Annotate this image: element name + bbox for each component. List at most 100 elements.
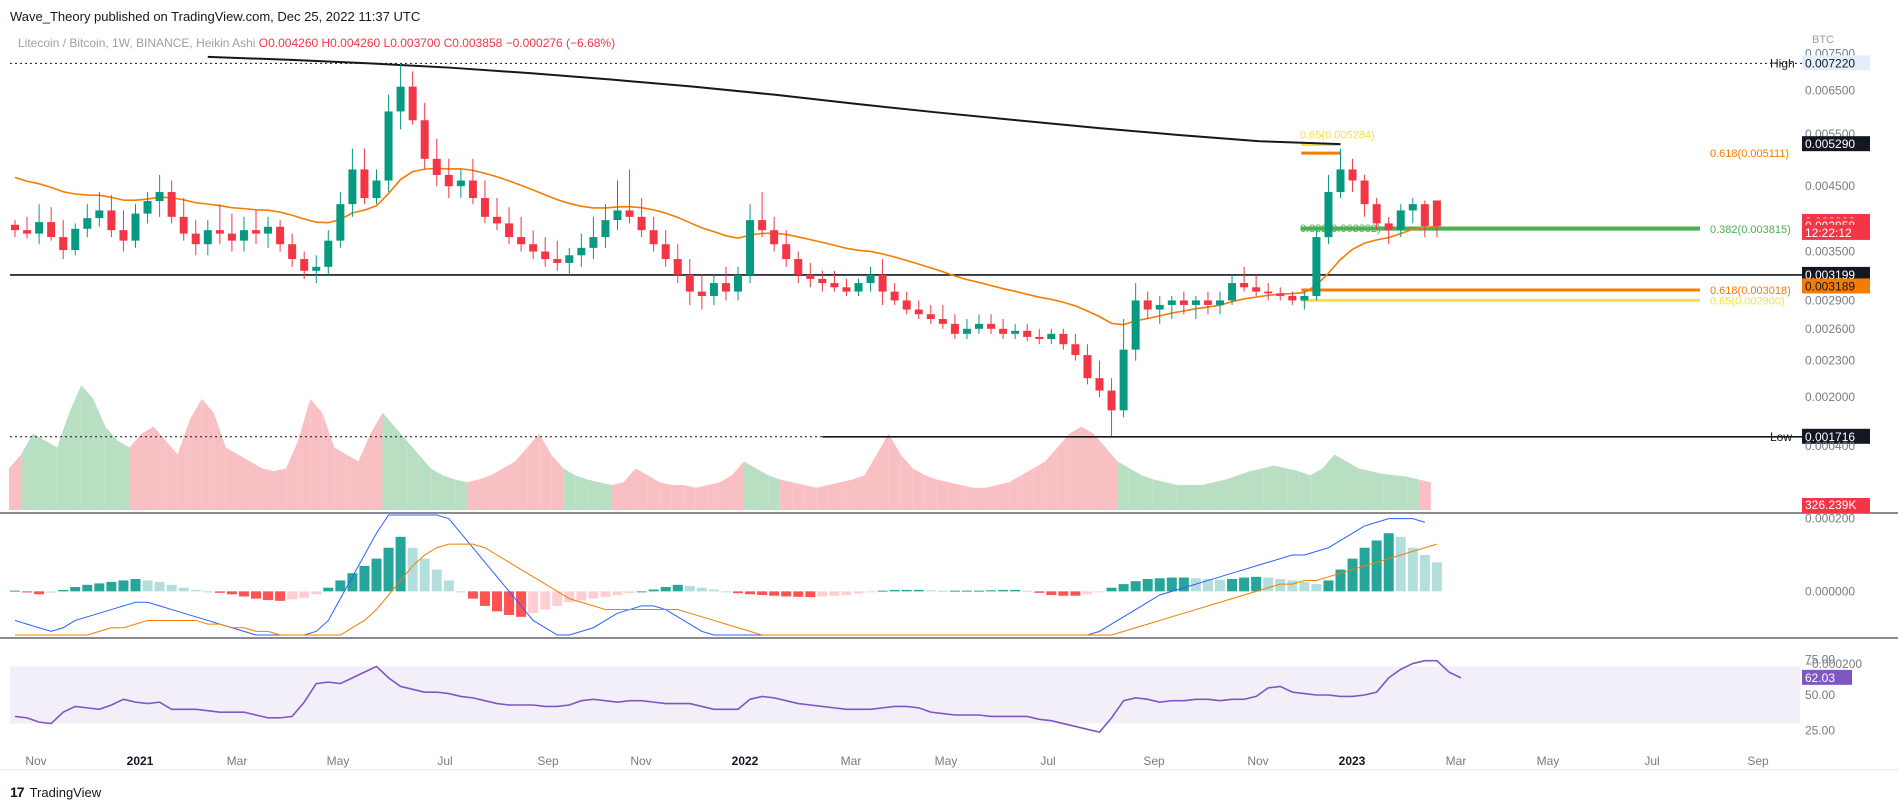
macd-bar-103 bbox=[1251, 576, 1262, 592]
volume-segment-91 bbox=[1105, 447, 1118, 510]
candle-body-71 bbox=[866, 274, 875, 284]
volume-segment-106 bbox=[1286, 468, 1299, 510]
macd-bar-9 bbox=[118, 580, 129, 592]
volume-segment-2 bbox=[33, 433, 46, 510]
candle-body-9 bbox=[119, 230, 128, 241]
macd-bar-5 bbox=[70, 587, 81, 592]
volume-segment-30 bbox=[370, 412, 383, 510]
macd-bar-116 bbox=[1407, 547, 1418, 592]
candle-body-118 bbox=[1432, 200, 1441, 227]
volume-segment-81 bbox=[985, 485, 998, 510]
volume-segment-31 bbox=[382, 412, 395, 510]
macd-bar-84 bbox=[1022, 590, 1033, 592]
candle-body-15 bbox=[191, 233, 200, 245]
macd-bar-118 bbox=[1431, 562, 1442, 592]
macd-bar-90 bbox=[1094, 591, 1105, 593]
volume-segment-41 bbox=[503, 461, 516, 510]
candle-body-88 bbox=[1071, 344, 1080, 356]
macd-signal-line bbox=[15, 543, 1438, 636]
volume-segment-13 bbox=[165, 440, 178, 510]
volume-segment-50 bbox=[611, 482, 624, 510]
volume-segment-27 bbox=[334, 447, 347, 510]
volume-last-value: 326.239K bbox=[1805, 498, 1856, 512]
volume-segment-96 bbox=[1165, 482, 1178, 510]
macd-bar-18 bbox=[226, 591, 237, 595]
macd-bar-63 bbox=[769, 591, 780, 596]
macd-bar-11 bbox=[142, 580, 153, 592]
volume-segment-14 bbox=[177, 419, 190, 510]
time-axis-tick-6: Nov bbox=[630, 754, 651, 768]
macd-bar-77 bbox=[937, 590, 948, 592]
candle-body-37 bbox=[456, 180, 465, 187]
macd-bar-31 bbox=[383, 547, 394, 592]
candle-body-92 bbox=[1119, 349, 1128, 411]
volume-segment-66 bbox=[804, 485, 817, 510]
macd-bar-20 bbox=[251, 591, 261, 599]
macd-bar-58 bbox=[708, 589, 719, 592]
macd-bar-95 bbox=[1154, 578, 1165, 592]
macd-bar-48 bbox=[588, 591, 599, 599]
macd-bar-74 bbox=[901, 589, 912, 592]
macd-bar-64 bbox=[781, 591, 792, 597]
candle-body-58 bbox=[709, 283, 718, 296]
price-label-0: 0.005290 bbox=[1805, 137, 1855, 151]
candle-body-22 bbox=[276, 226, 285, 245]
candle-body-77 bbox=[938, 318, 947, 324]
candle-body-116 bbox=[1408, 204, 1417, 211]
volume-segment-22 bbox=[274, 468, 287, 510]
candle-body-47 bbox=[577, 247, 586, 256]
candle-body-103 bbox=[1252, 287, 1261, 292]
macd-bar-3 bbox=[46, 591, 57, 593]
candle-body-82 bbox=[999, 328, 1008, 334]
macd-bar-61 bbox=[745, 591, 756, 595]
candle-body-39 bbox=[480, 198, 489, 217]
volume-segment-33 bbox=[406, 440, 419, 510]
macd-bar-106 bbox=[1287, 580, 1298, 592]
rsi-axis-tick-2: 25.00 bbox=[1805, 724, 1835, 738]
volume-segment-97 bbox=[1177, 485, 1190, 510]
macd-bar-94 bbox=[1142, 579, 1153, 592]
time-axis-tick-2: Mar bbox=[227, 754, 248, 768]
candle-body-31 bbox=[384, 111, 393, 181]
macd-bar-72 bbox=[877, 590, 888, 592]
time-axis-tick-14: Mar bbox=[1446, 754, 1467, 768]
candle-body-75 bbox=[914, 309, 923, 315]
rsi-axis-tick-1: 50.00 bbox=[1805, 688, 1835, 702]
macd-bar-57 bbox=[696, 587, 707, 592]
candle-body-109 bbox=[1324, 192, 1333, 238]
macd-histogram bbox=[10, 533, 1442, 617]
time-axis-tick-12: Nov bbox=[1247, 754, 1268, 768]
macd-bar-96 bbox=[1166, 577, 1177, 592]
macd-bar-70 bbox=[853, 591, 864, 594]
candle-body-28 bbox=[348, 169, 357, 205]
macd-bar-113 bbox=[1371, 540, 1382, 592]
macd-bar-15 bbox=[190, 589, 201, 592]
candle-body-49 bbox=[601, 220, 610, 238]
volume-segment-107 bbox=[1298, 471, 1311, 510]
macd-bar-65 bbox=[793, 591, 804, 597]
macd-bar-30 bbox=[371, 558, 382, 592]
macd-bar-40 bbox=[492, 591, 502, 612]
volume-segment-42 bbox=[515, 447, 528, 510]
volume-segment-40 bbox=[490, 468, 504, 510]
candle-body-78 bbox=[950, 323, 959, 334]
macd-bar-14 bbox=[178, 587, 189, 592]
macd-bar-38 bbox=[467, 591, 478, 599]
candle-body-95 bbox=[1155, 304, 1164, 310]
candle-body-25 bbox=[312, 266, 321, 271]
macd-bar-104 bbox=[1263, 577, 1274, 592]
macd-bar-55 bbox=[672, 584, 683, 592]
candle-body-33 bbox=[408, 86, 417, 121]
volume-segment-104 bbox=[1262, 465, 1275, 510]
volume-segment-112 bbox=[1358, 468, 1371, 510]
candle-body-21 bbox=[264, 226, 273, 234]
macd-bar-47 bbox=[576, 591, 587, 601]
candle-body-66 bbox=[806, 274, 815, 279]
macd-bar-82 bbox=[998, 589, 1009, 592]
volume-segment-54 bbox=[659, 482, 672, 510]
price-axis-tick-8: 0.002000 bbox=[1805, 390, 1855, 404]
volume-segment-44 bbox=[539, 433, 552, 510]
price-label-5: 0.003189 bbox=[1805, 279, 1855, 293]
volume-segment-7 bbox=[93, 398, 106, 510]
